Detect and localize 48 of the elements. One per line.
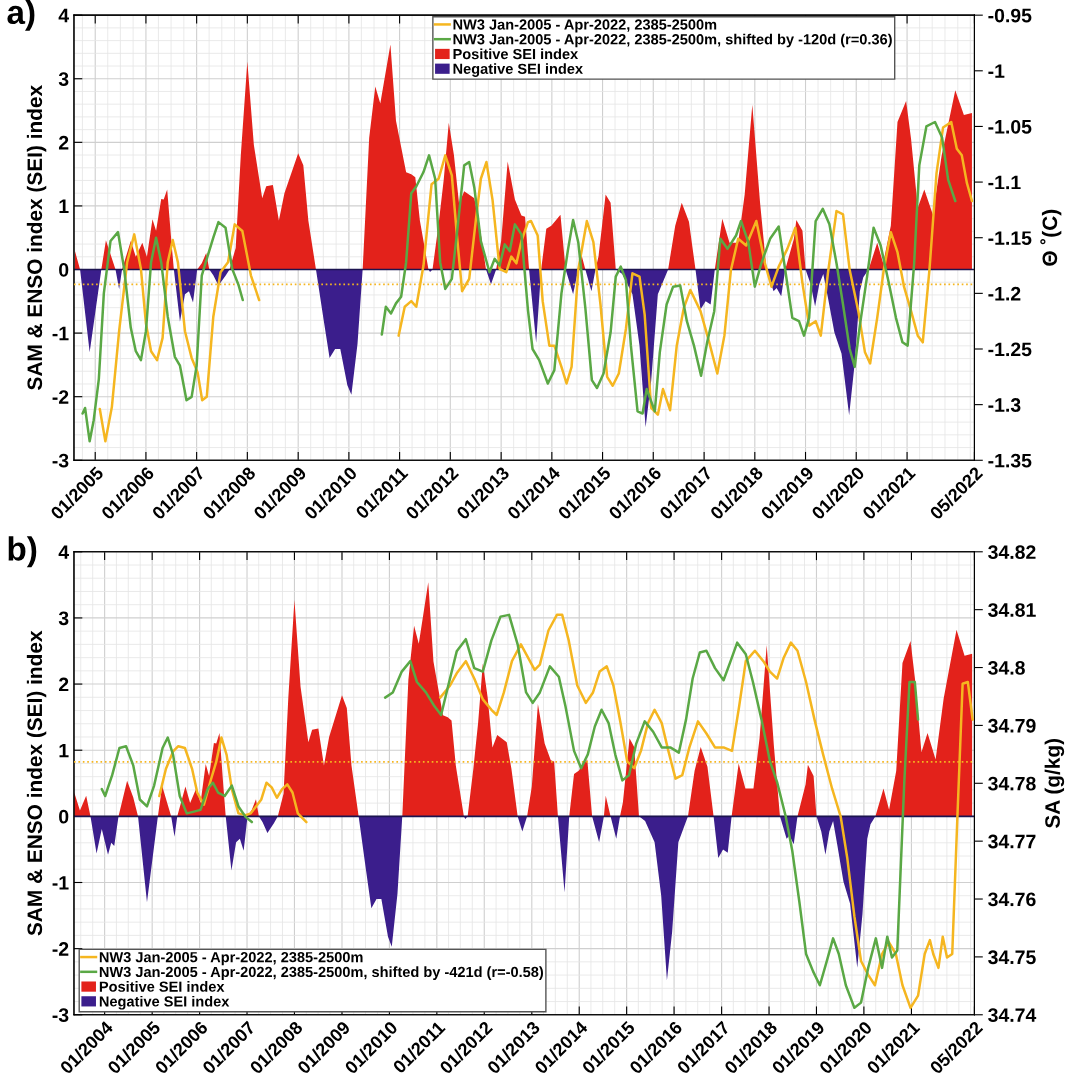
legend-label: NW3 Jan-2005 - Apr-2022, 2385-2500m — [99, 951, 363, 966]
legend-label: Negative SEI index — [99, 995, 230, 1010]
y-tick-label: 1 — [59, 743, 69, 758]
legend-label: Positive SEI index — [453, 48, 579, 60]
y-tick-label: -2 — [52, 390, 69, 404]
y-tick-label: 2 — [58, 677, 69, 692]
legend-label: Negative SEI index — [453, 63, 583, 77]
legend-label: NW3 Jan-2005 - Apr-2022, 2385-2500m, shifted by -120d (r=0.36) — [453, 33, 892, 48]
y-tick-label: 0 — [59, 809, 69, 824]
y-tick-label: 4 — [58, 8, 69, 23]
chart-title: b) — [8, 536, 37, 568]
y2-tick-label: -1.15 — [988, 231, 1032, 245]
y-tick-label: 2 — [58, 135, 69, 150]
y-axis-title: SAM & ENSO index (SEI) index — [26, 85, 47, 390]
chart-title: a) — [7, 0, 35, 31]
y-tick-label: 3 — [58, 72, 69, 87]
y-axis-title: SAM & ENSO index (SEI) index — [26, 630, 47, 936]
y2-tick-label: -1.1 — [988, 175, 1021, 190]
y-tick-label: 3 — [58, 611, 69, 626]
y-tick-label: -1 — [52, 326, 69, 341]
y2-tick-label: 34.79 — [988, 718, 1036, 733]
y2-tick-label: -1.35 — [988, 453, 1032, 468]
y2-axis-title: Θ ˚(C) — [1040, 209, 1062, 266]
y2-tick-label: -1.2 — [988, 286, 1021, 301]
y-tick-label: 4 — [58, 545, 69, 559]
y2-axis-title: SA (g/kg) — [1044, 738, 1065, 828]
y2-tick-label: 34.74 — [988, 1008, 1037, 1023]
y2-tick-label: 34.78 — [988, 776, 1036, 791]
y2-tick-label: 34.8 — [988, 661, 1025, 675]
y2-tick-label: -1 — [988, 64, 1005, 78]
y-tick-label: -3 — [52, 453, 69, 468]
y2-tick-label: -1.25 — [988, 342, 1032, 357]
y-tick-label: 1 — [59, 199, 69, 213]
y2-tick-label: 34.75 — [988, 950, 1036, 965]
y2-tick-label: 34.77 — [988, 834, 1036, 849]
y-tick-label: -2 — [52, 942, 69, 956]
legend-label: NW3 Jan-2005 - Apr-2022, 2385-2500m — [453, 19, 717, 33]
y2-tick-label: -1.05 — [988, 119, 1032, 134]
y2-tick-label: -1.3 — [988, 398, 1021, 412]
legend-label: Positive SEI index — [99, 981, 225, 992]
y-tick-label: 0 — [59, 262, 69, 277]
y-tick-label: -1 — [52, 876, 69, 890]
legend-label: NW3 Jan-2005 - Apr-2022, 2385-2500m, shifted by -421d (r=-0.58) — [99, 966, 543, 980]
y2-tick-label: 34.76 — [988, 892, 1036, 907]
y2-tick-label: 34.82 — [988, 545, 1036, 560]
y-tick-label: -3 — [52, 1008, 69, 1023]
y2-tick-label: -0.95 — [988, 8, 1032, 23]
y2-tick-label: 34.81 — [988, 603, 1036, 617]
